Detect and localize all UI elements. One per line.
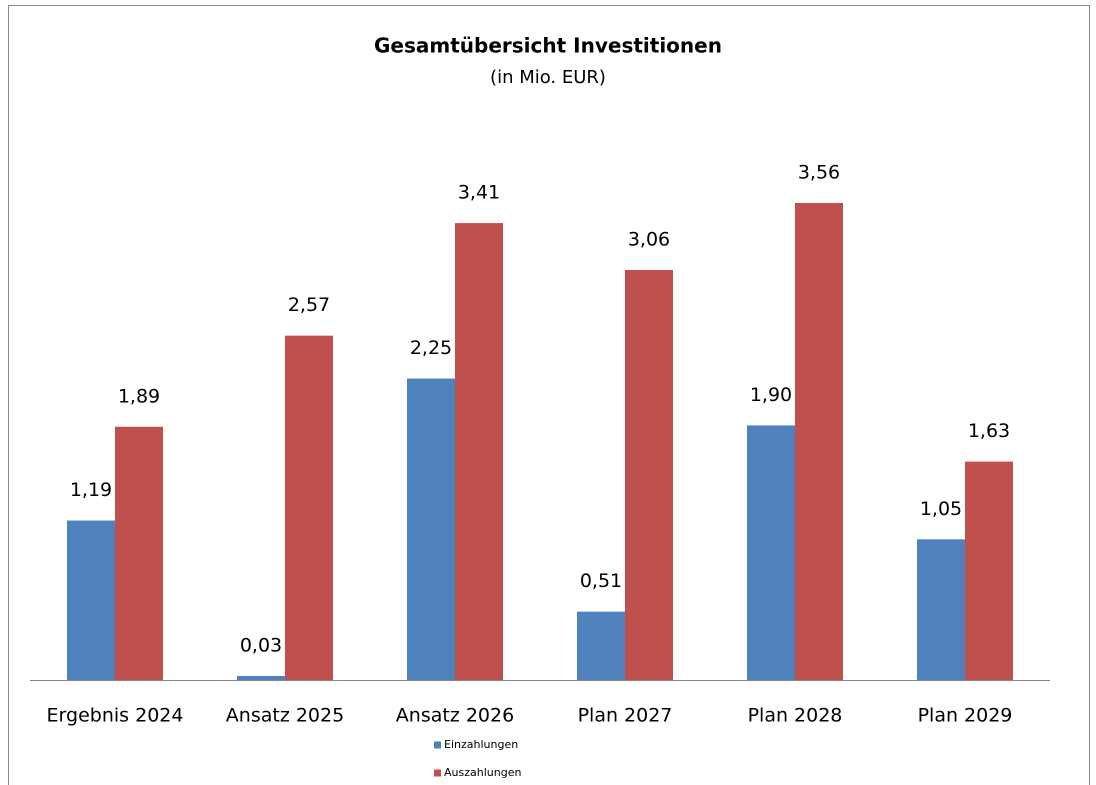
- bar: [577, 611, 625, 680]
- chart-title: Gesamtübersicht Investitionen: [374, 34, 722, 58]
- legend-swatch: [434, 741, 441, 749]
- bar: [455, 223, 503, 680]
- bar: [67, 520, 115, 680]
- legend-label: Auszahlungen: [444, 766, 521, 779]
- chart-subtitle: (in Mio. EUR): [490, 67, 606, 88]
- data-label: 1,19: [70, 479, 112, 501]
- bar: [965, 461, 1013, 680]
- bar: [917, 539, 965, 680]
- data-label: 1,89: [118, 385, 160, 407]
- chart-frame: [8, 5, 1090, 785]
- bar: [115, 426, 163, 680]
- data-label: 2,25: [410, 337, 452, 359]
- x-tick-label: Plan 2029: [918, 705, 1013, 727]
- legend-swatch: [434, 769, 441, 777]
- data-label: 0,51: [580, 570, 622, 592]
- bar: [285, 335, 333, 680]
- bar: [795, 203, 843, 680]
- bar: [747, 425, 795, 680]
- x-tick-label: Ansatz 2026: [396, 705, 514, 727]
- data-label: 1,63: [968, 420, 1010, 442]
- x-tick-label: Ergebnis 2024: [47, 705, 184, 727]
- data-label: 3,06: [628, 228, 670, 250]
- legend-label: Einzahlungen: [444, 738, 518, 751]
- x-tick-label: Plan 2027: [578, 705, 673, 727]
- data-label: 3,41: [458, 182, 500, 204]
- x-tick-label: Ansatz 2025: [226, 705, 344, 727]
- bar: [625, 269, 673, 680]
- data-label: 0,03: [240, 634, 282, 656]
- data-label: 1,90: [750, 384, 792, 406]
- bar: [237, 675, 285, 680]
- data-label: 3,56: [798, 162, 840, 184]
- x-tick-label: Plan 2028: [748, 705, 843, 727]
- data-label: 1,05: [920, 498, 962, 520]
- bar: [407, 378, 455, 680]
- data-label: 2,57: [288, 294, 330, 316]
